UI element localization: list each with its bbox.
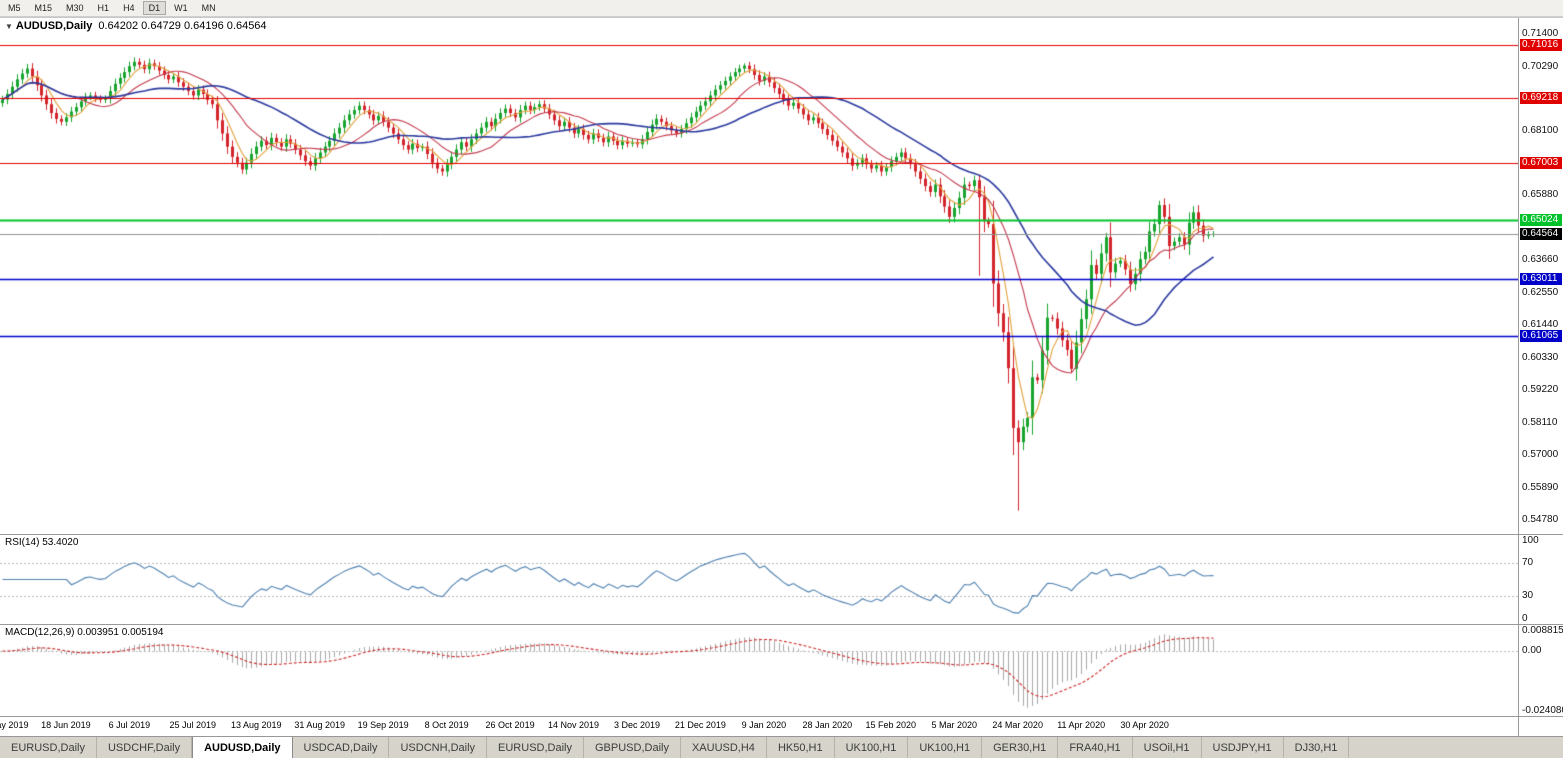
- date-tick-label: 31 Aug 2019: [294, 720, 345, 730]
- price-axis: 0.71400 0.70290 0.68100 0.65880 0.63660 0.625…: [1518, 18, 1563, 534]
- price-tick-label: 0.71400: [1522, 28, 1559, 40]
- timeframe-button-d1[interactable]: D1: [142, 1, 167, 15]
- current-price-badge: 0.64564: [1520, 227, 1562, 240]
- chart-tab-hk50-h1[interactable]: HK50,H1: [767, 737, 835, 758]
- date-tick-label: 3 Dec 2019: [613, 720, 660, 730]
- rsi-header: RSI(14) 53.4020: [5, 537, 78, 548]
- chart-window: ▼ AUDUSD,Daily 0.64202 0.64729 0.64196 0.6…: [0, 17, 1563, 736]
- chart-tab-usdcad-daily[interactable]: USDCAD,Daily: [293, 737, 390, 758]
- price-tick-label: 0.68100: [1522, 124, 1559, 136]
- date-tick-label: 24 Mar 2020: [992, 720, 1043, 730]
- price-level-badge: 0.67003: [1520, 156, 1562, 169]
- chart-tab-ger30-h1[interactable]: GER30,H1: [982, 737, 1059, 758]
- date-tick-label: 14 Nov 2019: [547, 720, 600, 730]
- rsi-tick-label: 30: [1522, 589, 1534, 601]
- rsi-tick-label: 100: [1522, 535, 1539, 546]
- chart-tab-uk100-h1[interactable]: UK100,H1: [908, 737, 983, 758]
- price-tick-label: 0.70290: [1522, 60, 1559, 72]
- price-tick-label: 0.62550: [1522, 286, 1559, 298]
- chart-tab-audusd-daily[interactable]: AUDUSD,Daily: [192, 737, 293, 758]
- price-tick-label: 0.58110: [1522, 416, 1558, 428]
- chart-header: ▼ AUDUSD,Daily 0.64202 0.64729 0.64196 0.6…: [5, 20, 267, 32]
- date-tick-label: 26 Oct 2019: [485, 720, 535, 730]
- rsi-value: 53.4020: [42, 537, 79, 548]
- macd-tick-label: 0.00: [1522, 645, 1542, 657]
- timeframe-button-m30[interactable]: M30: [66, 3, 84, 13]
- chart-tab-eurusd-daily[interactable]: EURUSD,Daily: [487, 737, 584, 758]
- rsi-axis: 100 70 30 0: [1518, 534, 1563, 624]
- rsi-canvas[interactable]: [0, 535, 1518, 624]
- date-tick-label: 6 Jul 2019: [108, 720, 151, 730]
- chart-tab-usdchf-daily[interactable]: USDCHF,Daily: [97, 737, 193, 758]
- chart-tab-xauusd-h4[interactable]: XAUUSD,H4: [681, 737, 767, 758]
- price-tick-label: 0.55890: [1522, 481, 1559, 493]
- macd-axis: 0.008815 0.00 -0.024080: [1518, 624, 1563, 716]
- chart-tab-usoil-h1[interactable]: USOil,H1: [1133, 737, 1202, 758]
- timeframe-button-m15[interactable]: M15: [34, 3, 53, 13]
- date-tick-label: 13 Aug 2019: [230, 720, 282, 730]
- date-tick-label: 9 Jan 2020: [741, 720, 787, 730]
- price-tick-label: 0.65880: [1522, 189, 1559, 201]
- macd-tick-label: -0.024080: [1522, 704, 1563, 716]
- price-level-badge: 0.63011: [1520, 273, 1562, 286]
- price-level-badge: 0.71016: [1520, 39, 1562, 52]
- rsi-tick-label: 0: [1522, 613, 1528, 624]
- date-tick-label: 21 Dec 2019: [674, 720, 726, 730]
- chart-tab-fra40-h1[interactable]: FRA40,H1: [1058, 737, 1133, 758]
- ohlc-values: 0.64202 0.64729 0.64196 0.64564: [98, 20, 267, 32]
- macd-values: 0.003951 0.005194: [77, 627, 164, 638]
- rsi-label: RSI(14): [5, 537, 40, 548]
- price-tick-label: 0.59220: [1522, 384, 1559, 396]
- date-tick-label: 25 Jul 2019: [169, 720, 217, 730]
- axis-corner: [1518, 716, 1563, 736]
- price-tick-label: 0.57000: [1522, 449, 1559, 461]
- price-chart-canvas[interactable]: [0, 18, 1518, 534]
- price-level-badge: 0.65024: [1520, 214, 1562, 227]
- timeframe-button-mn[interactable]: MN: [201, 3, 216, 13]
- timeframe-toolbar: M5 M15 M30 H1 H4 D1 W1 MN: [0, 0, 1563, 17]
- price-tick-label: 0.63660: [1522, 254, 1559, 266]
- chart-tabbar: EURUSD,Daily USDCHF,Daily AUDUSD,Daily USDC…: [0, 736, 1563, 758]
- rsi-tick-label: 70: [1522, 557, 1534, 569]
- date-axis: 30 May 2019 18 Jun 2019 6 Jul 2019 25 Jul 2…: [0, 716, 1518, 736]
- collapse-icon[interactable]: ▼: [5, 22, 13, 31]
- date-tick-label: 8 Oct 2019: [424, 720, 469, 730]
- date-tick-label: 18 Jun 2019: [41, 720, 91, 730]
- price-tick-label: 0.61440: [1522, 319, 1559, 331]
- macd-header: MACD(12,26,9) 0.003951 0.005194: [5, 627, 163, 638]
- timeframe-button-w1[interactable]: W1: [174, 3, 188, 13]
- price-level-badge: 0.69218: [1520, 91, 1562, 104]
- date-tick-label: 11 Apr 2020: [1057, 720, 1106, 730]
- macd-tick-label: 0.008815: [1522, 625, 1563, 636]
- timeframe-button-h4[interactable]: H4: [123, 3, 135, 13]
- rsi-pane[interactable]: RSI(14) 53.4020: [0, 534, 1518, 624]
- chart-tab-usdcnh-daily[interactable]: USDCNH,Daily: [389, 737, 488, 758]
- price-pane[interactable]: ▼ AUDUSD,Daily 0.64202 0.64729 0.64196 0.6…: [0, 18, 1518, 534]
- timeframe-button-h1[interactable]: H1: [97, 3, 110, 13]
- date-tick-label: 28 Jan 2020: [802, 720, 853, 730]
- timeframe-button-m5[interactable]: M5: [8, 3, 21, 13]
- chart-tab-uk100-h1[interactable]: UK100,H1: [835, 737, 909, 758]
- chart-tab-gbpusd-daily[interactable]: GBPUSD,Daily: [584, 737, 681, 758]
- price-level-badge: 0.61065: [1520, 330, 1562, 343]
- price-tick-label: 0.54780: [1522, 513, 1559, 525]
- symbol-label: AUDUSD,Daily: [15, 20, 93, 32]
- date-tick-label: 15 Feb 2020: [865, 720, 917, 730]
- chart-tab-eurusd-daily[interactable]: EURUSD,Daily: [0, 737, 97, 758]
- macd-canvas[interactable]: [0, 625, 1518, 716]
- date-tick-label: 19 Sep 2019: [357, 720, 409, 730]
- date-tick-label: 30 Apr 2020: [1120, 720, 1169, 730]
- date-tick-label: 5 Mar 2020: [931, 720, 977, 730]
- macd-label: MACD(12,26,9): [5, 627, 75, 638]
- chart-tab-dj30-h1[interactable]: DJ30,H1: [1284, 737, 1350, 758]
- price-tick-label: 0.60330: [1522, 351, 1559, 363]
- macd-pane[interactable]: MACD(12,26,9) 0.003951 0.005194: [0, 624, 1518, 716]
- date-tick-label: 30 May 2019: [0, 720, 29, 730]
- chart-tab-usdjpy-h1[interactable]: USDJPY,H1: [1202, 737, 1284, 758]
